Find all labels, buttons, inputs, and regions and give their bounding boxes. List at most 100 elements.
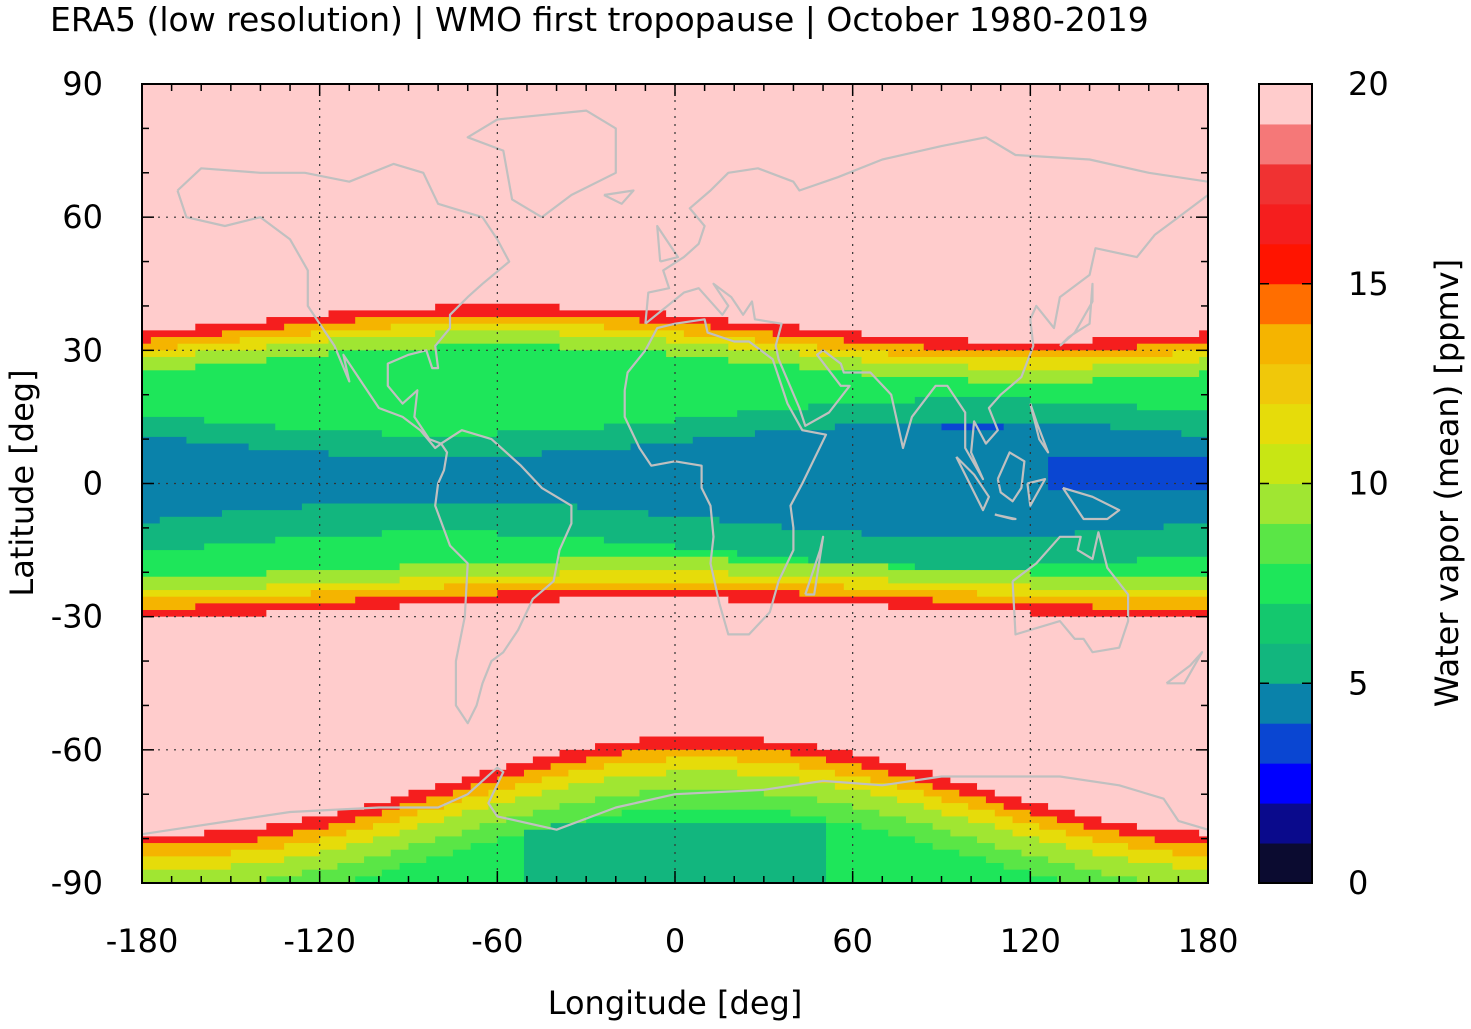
field-cell <box>177 343 267 351</box>
field-cell <box>1181 430 1208 438</box>
field-cell <box>142 317 267 325</box>
field-cell <box>142 383 1208 391</box>
field-cell <box>1199 356 1208 365</box>
field-cell <box>142 570 267 578</box>
field-cell <box>266 823 330 831</box>
field-cell <box>603 763 800 771</box>
x-tick-label: 120 <box>1000 922 1061 960</box>
field-cell <box>888 563 916 571</box>
field-cell <box>142 283 1208 292</box>
field-cell <box>195 323 285 331</box>
field-cell <box>142 676 1208 684</box>
field-cell <box>381 430 498 438</box>
field-cell <box>852 749 1208 758</box>
field-cell <box>142 876 267 883</box>
field-cell <box>879 756 1208 764</box>
field-cell <box>142 510 223 518</box>
field-cell <box>1110 423 1208 431</box>
field-cell <box>142 669 1208 678</box>
field-cell <box>399 863 525 871</box>
field-cell <box>142 103 1208 112</box>
field-cell <box>142 123 1208 132</box>
coastline <box>994 513 1017 521</box>
field-cell <box>142 150 1208 158</box>
x-tick-label: -60 <box>471 922 523 960</box>
field-cell <box>142 483 1049 491</box>
field-cell <box>861 356 1200 365</box>
colorbar-level <box>1259 763 1312 804</box>
field-cell <box>728 596 934 604</box>
field-cell <box>142 277 1208 285</box>
field-cell <box>790 749 854 758</box>
field-cell <box>550 823 827 831</box>
field-cell <box>142 550 738 558</box>
field-cell <box>328 823 374 831</box>
field-cell <box>603 536 1208 545</box>
colorbar-level <box>1259 403 1312 445</box>
field-cell <box>826 816 907 824</box>
field-cell <box>728 556 809 564</box>
field-cell <box>523 863 827 871</box>
field-cell <box>728 356 863 365</box>
field-cell <box>1039 836 1094 844</box>
field-cell <box>559 556 729 564</box>
field-cell <box>142 576 401 584</box>
field-cell <box>435 343 561 351</box>
field-cell <box>142 350 196 358</box>
field-cell <box>568 769 667 778</box>
field-cell <box>666 337 756 345</box>
field-cell <box>861 823 934 831</box>
field-cell <box>142 556 561 564</box>
field-cell <box>675 416 1208 425</box>
field-cell <box>826 856 987 864</box>
field-cell <box>142 610 267 618</box>
field-cell <box>142 330 223 338</box>
field-cell <box>142 756 534 764</box>
field-cell <box>142 523 783 531</box>
coastline <box>603 189 635 205</box>
field-cell <box>204 416 676 425</box>
field-cell <box>461 776 498 784</box>
field-cell <box>142 823 267 831</box>
field-cell <box>559 749 623 758</box>
field-cell <box>603 776 800 784</box>
field-cell <box>861 530 1076 538</box>
colorbar-level <box>1259 483 1312 524</box>
field-cell <box>275 423 605 431</box>
field-cell <box>381 809 418 818</box>
chart-title: ERA5 (low resolution) | WMO first tropop… <box>50 0 1149 39</box>
colorbar-level <box>1259 323 1312 365</box>
field-cell <box>523 843 827 851</box>
coastline <box>656 224 680 263</box>
field-cell <box>826 836 916 844</box>
field-cell <box>1030 809 1076 818</box>
field-cell <box>826 869 1031 877</box>
colorbar-level <box>1259 283 1312 325</box>
field-cell <box>595 796 818 804</box>
field-cell <box>994 809 1031 818</box>
field-cell <box>888 603 1094 611</box>
field-cell <box>1074 809 1208 818</box>
field-cell <box>1101 869 1208 877</box>
field-cell <box>941 809 996 818</box>
field-cell <box>142 463 1049 471</box>
field-cell <box>142 143 1208 152</box>
field-cell <box>808 403 1138 411</box>
field-cell <box>666 350 800 358</box>
colorbar-level <box>1259 443 1312 484</box>
field-cell <box>142 210 1208 218</box>
field-cell <box>221 330 312 338</box>
field-cell <box>142 237 1208 245</box>
field-cell <box>381 530 498 538</box>
field-cell <box>319 836 374 844</box>
field-cell <box>523 836 827 844</box>
field-cell <box>968 816 1014 824</box>
field-cell <box>230 863 339 871</box>
field-cell <box>142 310 330 318</box>
coastline <box>804 535 825 596</box>
colorbar-tick-label: 20 <box>1348 65 1389 103</box>
field-cell <box>142 243 1208 252</box>
field-cell <box>142 763 507 771</box>
field-cell <box>142 476 1049 485</box>
field-cell <box>923 803 969 811</box>
